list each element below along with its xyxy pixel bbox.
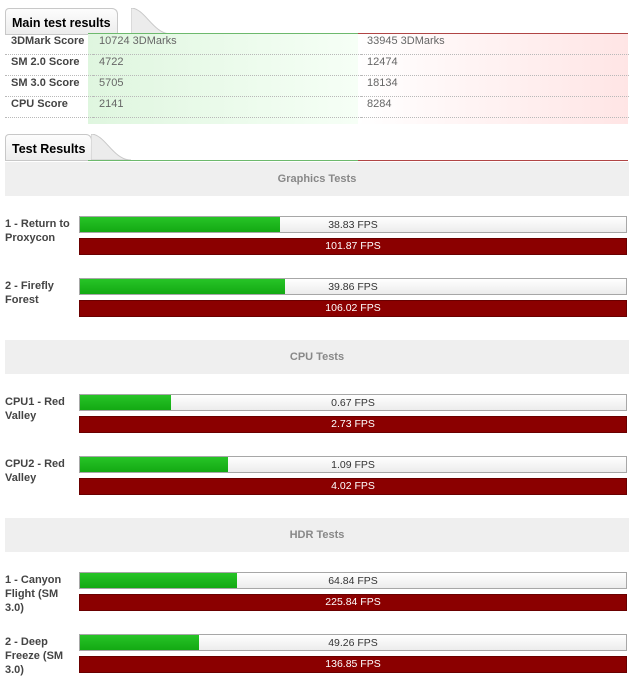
bar-b: 101.87 FPS bbox=[79, 238, 627, 255]
bar-b: 225.84 FPS bbox=[79, 594, 627, 611]
bar-a: 1.09 FPS bbox=[79, 456, 627, 473]
test-label: CPU1 - Red Valley bbox=[5, 396, 65, 422]
bar-a-fill bbox=[80, 217, 280, 232]
test-label: 2 - Firefly Forest bbox=[5, 280, 54, 306]
divider bbox=[358, 33, 628, 34]
bar-a-label: 39.86 FPS bbox=[328, 281, 378, 293]
main-results-header: Main test results bbox=[5, 8, 629, 36]
bar-a: 64.84 FPS bbox=[79, 572, 627, 589]
bar-b: 2.73 FPS bbox=[79, 416, 627, 433]
score-value-a: 4722 bbox=[93, 54, 361, 76]
bar-b: 106.02 FPS bbox=[79, 300, 627, 317]
score-label: CPU Score bbox=[5, 96, 93, 118]
test-label: 1 - Canyon Flight (SM 3.0) bbox=[5, 574, 62, 614]
divider bbox=[88, 160, 358, 161]
score-value-b: 12474 bbox=[361, 54, 629, 76]
section-title: CPU Tests bbox=[5, 340, 629, 374]
bar-a-fill bbox=[80, 395, 171, 410]
bar-a-fill bbox=[80, 635, 199, 650]
test-label: 2 - Deep Freeze (SM 3.0) bbox=[5, 636, 64, 676]
tab-curve-icon bbox=[131, 8, 171, 35]
bar-a: 49.26 FPS bbox=[79, 634, 627, 651]
bar-a-fill bbox=[80, 279, 285, 294]
section-title: Graphics Tests bbox=[5, 162, 629, 196]
bar-a-label: 49.26 FPS bbox=[328, 637, 378, 649]
bar-a-label: 38.83 FPS bbox=[328, 219, 378, 231]
test-results-header: Test Results bbox=[5, 134, 629, 162]
table-row: 3DMark Score 10724 3DMarks 33945 3DMarks bbox=[5, 34, 629, 55]
score-value-b: 18134 bbox=[361, 75, 629, 97]
table-row: SM 3.0 Score 5705 18134 bbox=[5, 75, 629, 97]
score-value-a: 5705 bbox=[93, 75, 361, 97]
bar-b: 136.85 FPS bbox=[79, 656, 627, 673]
table-row: CPU Score 2141 8284 bbox=[5, 96, 629, 118]
test-results-tab: Test Results bbox=[5, 134, 93, 161]
bar-a-fill bbox=[80, 573, 237, 588]
tab-curve-icon bbox=[91, 134, 131, 161]
bar-a: 0.67 FPS bbox=[79, 394, 627, 411]
bar-a-label: 64.84 FPS bbox=[328, 575, 378, 587]
bar-b: 4.02 FPS bbox=[79, 478, 627, 495]
score-label: SM 2.0 Score bbox=[5, 54, 93, 76]
bar-a-label: 1.09 FPS bbox=[331, 459, 375, 471]
section-title: HDR Tests bbox=[5, 518, 629, 552]
test-label: CPU2 - Red Valley bbox=[5, 458, 65, 484]
divider bbox=[88, 33, 358, 34]
divider bbox=[5, 160, 88, 161]
table-row: SM 2.0 Score 4722 12474 bbox=[5, 54, 629, 76]
bar-a-fill bbox=[80, 457, 228, 472]
test-label: 1 - Return to Proxycon bbox=[5, 218, 70, 244]
main-results-tab: Main test results bbox=[5, 8, 118, 35]
bar-a-label: 0.67 FPS bbox=[331, 397, 375, 409]
score-value-a: 2141 bbox=[93, 96, 361, 118]
score-value-b: 8284 bbox=[361, 96, 629, 118]
bar-a: 38.83 FPS bbox=[79, 216, 627, 233]
score-label: SM 3.0 Score bbox=[5, 75, 93, 97]
divider bbox=[358, 160, 628, 161]
bar-a: 39.86 FPS bbox=[79, 278, 627, 295]
score-value-a: 10724 3DMarks bbox=[93, 34, 361, 55]
score-label: 3DMark Score bbox=[5, 34, 93, 55]
main-results-table: 3DMark Score 10724 3DMarks 33945 3DMarks SM… bbox=[5, 34, 629, 118]
score-value-b: 33945 3DMarks bbox=[361, 34, 629, 55]
